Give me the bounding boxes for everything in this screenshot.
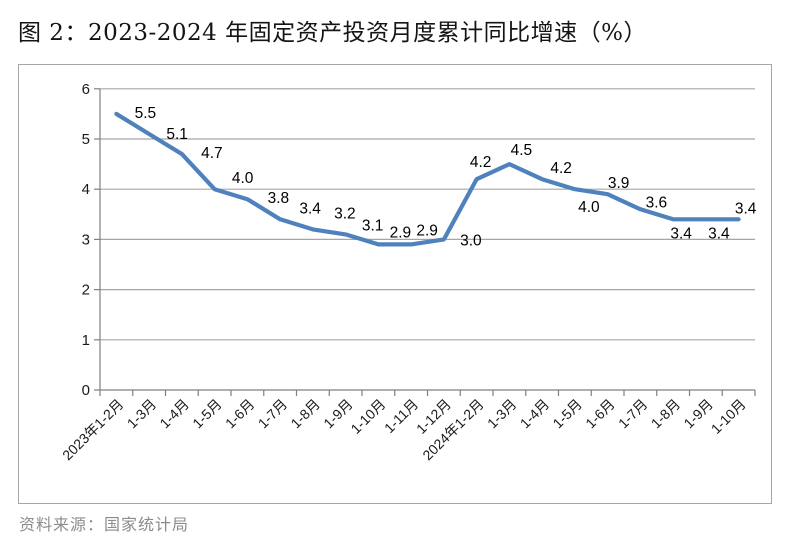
x-tick-label: 1-4月 bbox=[156, 396, 192, 432]
y-tick-label: 2 bbox=[82, 282, 90, 299]
x-tick-label: 1-3月 bbox=[484, 396, 520, 432]
x-tick-label: 1-7月 bbox=[615, 396, 651, 432]
y-tick-label: 3 bbox=[82, 231, 90, 248]
data-label: 2.9 bbox=[416, 222, 438, 239]
data-label: 4.2 bbox=[550, 160, 572, 177]
data-label: 3.0 bbox=[460, 232, 482, 249]
data-label: 4.7 bbox=[201, 145, 223, 162]
y-tick-label: 4 bbox=[82, 181, 90, 198]
y-tick-label: 6 bbox=[82, 81, 90, 98]
series-line bbox=[114, 111, 741, 247]
data-label: 3.4 bbox=[299, 200, 321, 217]
data-label: 5.5 bbox=[135, 105, 157, 122]
data-label: 4.5 bbox=[511, 142, 533, 159]
x-tick-label: 1-10月 bbox=[708, 396, 749, 437]
data-label: 5.1 bbox=[166, 126, 188, 143]
data-label: 4.2 bbox=[470, 154, 492, 171]
x-tick-label: 1-7月 bbox=[255, 396, 291, 432]
x-tick-label: 1-11月 bbox=[381, 396, 421, 436]
y-tick-label: 0 bbox=[82, 382, 90, 399]
data-label: 4.0 bbox=[578, 199, 600, 216]
x-tick-label: 1-6月 bbox=[222, 396, 258, 432]
data-label: 3.1 bbox=[362, 217, 384, 234]
data-label: 3.2 bbox=[334, 205, 356, 222]
figure-caption: 图 2：2023-2024 年固定资产投资月度累计同比增速（%） bbox=[18, 20, 647, 46]
data-label: 3.6 bbox=[646, 194, 668, 211]
data-label: 3.4 bbox=[735, 200, 757, 217]
x-tick-label: 1-6月 bbox=[582, 396, 618, 432]
data-label: 4.0 bbox=[232, 170, 254, 187]
data-label: 3.4 bbox=[670, 225, 692, 242]
x-tick-label: 1-10月 bbox=[347, 396, 388, 437]
x-tick-label: 1-5月 bbox=[549, 396, 585, 432]
x-tick-label: 1-8月 bbox=[648, 396, 684, 432]
data-label: 3.4 bbox=[708, 225, 730, 242]
x-tick-label: 2023年1-2月 bbox=[59, 396, 126, 463]
x-tick-label: 1-4月 bbox=[517, 396, 553, 432]
x-tick-label: 1-5月 bbox=[189, 396, 225, 432]
chart-canvas: 01234562023年1-2月1-3月1-4月1-5月1-6月1-7月1-8月… bbox=[59, 81, 757, 463]
data-label: 3.9 bbox=[608, 175, 630, 192]
data-label: 3.8 bbox=[268, 190, 290, 207]
y-tick-label: 1 bbox=[82, 332, 90, 349]
chart-frame: 0 1 2 3 4 5 6 2023年1-2月 1-3月 1-4月 1-5月 1-6月 1-7月 1-8月… bbox=[18, 64, 772, 504]
y-tick-label: 5 bbox=[82, 131, 90, 148]
x-tick-label: 1-8月 bbox=[287, 396, 323, 432]
x-tick-label: 1-3月 bbox=[124, 396, 160, 432]
source-note: 资料来源：国家统计局 bbox=[19, 515, 190, 534]
data-label: 2.9 bbox=[390, 224, 412, 241]
